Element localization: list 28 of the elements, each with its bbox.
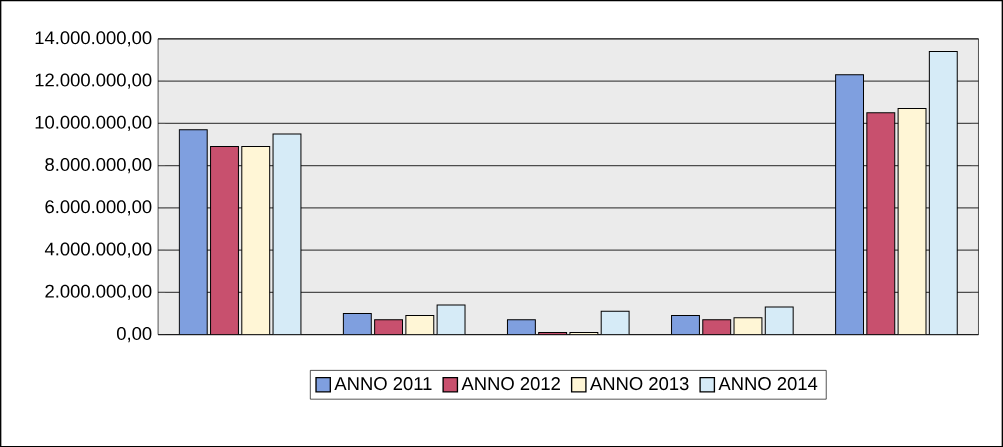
y-tick-label: 8.000.000,00 [45,157,152,174]
y-tick-label: 6.000.000,00 [45,200,152,216]
legend-label: ANNO 2013 [589,376,689,390]
y-tick-label: 0,00 [116,326,152,343]
bar [866,112,896,335]
legend-label: ANNO 2014 [718,376,818,390]
y-tick-label: 2.000.000,00 [45,284,152,300]
bar [702,319,732,335]
y-tick-label: 12.000.000,00 [35,73,152,89]
legend-label: ANNO 2011 [334,376,432,390]
bar [897,107,927,335]
bar [671,314,700,335]
bar [764,306,794,335]
bar [272,133,302,335]
y-tick-label: 14.000.000,00 [35,31,152,47]
y-tick-label: 4.000.000,00 [44,242,152,258]
bar [506,319,536,335]
bar [342,312,372,335]
bar [928,50,958,335]
bar [733,316,763,335]
legend-label: ANNO 2012 [461,376,560,390]
bar [178,129,208,335]
bar [374,319,404,335]
bar [210,145,239,335]
bar [835,74,865,335]
bar [405,314,435,335]
bar [241,145,271,335]
y-tick-label: 10.000.000,00 [35,115,152,131]
